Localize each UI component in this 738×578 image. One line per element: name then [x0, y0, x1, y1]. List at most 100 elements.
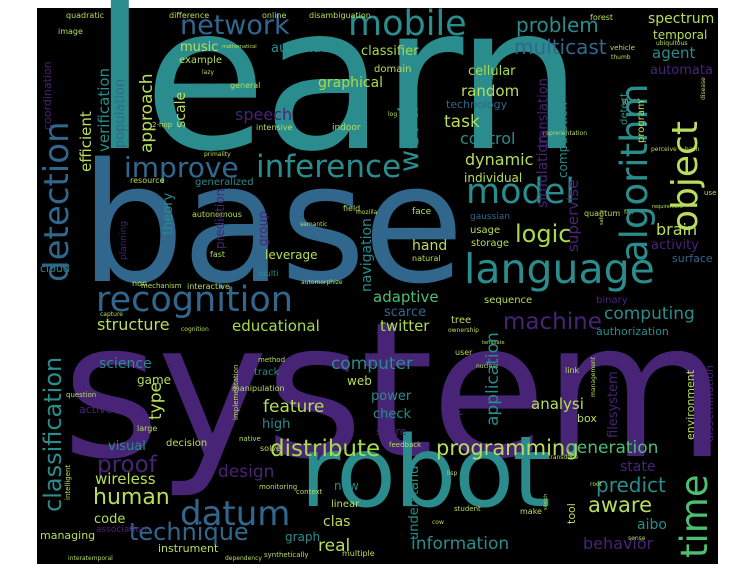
word-root: root: [590, 481, 603, 488]
word-box: box: [577, 412, 597, 425]
word-face: face: [412, 207, 432, 217]
word-music: music: [180, 40, 219, 55]
word-multiple: multiple: [342, 549, 375, 558]
word-dissemination: dissemination: [703, 365, 716, 442]
word-group: group: [256, 211, 270, 246]
word-multi: multi: [258, 269, 279, 278]
word-aibo: aibo: [637, 517, 667, 533]
word-share: share: [376, 425, 407, 438]
word-lazy: lazy: [202, 69, 215, 76]
word-hop: 2-hop: [152, 121, 173, 129]
word-speech: speech: [235, 105, 293, 124]
word-cow: cow: [432, 519, 444, 526]
word-large: large: [137, 424, 158, 433]
word-disease: disease: [700, 77, 707, 100]
word-theory: theory: [161, 192, 176, 235]
word-multicast: multicast: [514, 35, 607, 59]
word-system: system: [62, 282, 727, 501]
word-example: example: [179, 55, 223, 66]
word-feature: feature: [263, 397, 325, 417]
word-student: student: [454, 505, 481, 513]
word-hand: hand: [412, 238, 448, 254]
word-lisp: lisp: [447, 470, 458, 477]
word-make: make: [520, 507, 542, 516]
word-primality: primality: [204, 151, 231, 158]
word-representation: representation: [543, 130, 588, 137]
word-computing: computing: [604, 304, 695, 324]
word-prediction: prediction: [213, 188, 227, 249]
word-tree: tree: [451, 315, 472, 326]
word-giant: giant: [622, 97, 640, 105]
word-design: design: [218, 462, 275, 482]
word-automata: automata: [650, 63, 713, 78]
word-approach: approach: [137, 73, 157, 153]
word-efficient: efficient: [77, 111, 95, 172]
word-domain: domain: [374, 64, 412, 75]
word-understand: understand: [407, 465, 422, 540]
word-capture: capture: [100, 311, 123, 318]
word-base: base: [80, 128, 464, 320]
word-general: general: [230, 81, 261, 90]
word-programming: programming: [436, 436, 579, 460]
word-safety: safety: [599, 209, 605, 225]
word-agent: agent: [652, 44, 696, 62]
word-link: link: [565, 366, 580, 375]
word-tool: tool: [565, 503, 578, 524]
word-population: population: [113, 78, 128, 148]
word-navigation: navigation: [359, 218, 375, 292]
word-word: word: [394, 105, 425, 172]
word-storage: storage: [471, 238, 509, 249]
word-forest: forest: [590, 13, 614, 22]
word-log: log: [388, 111, 398, 118]
word-native: native: [239, 435, 261, 443]
word-user: user: [455, 348, 473, 357]
word-detect: detect: [619, 93, 630, 125]
word-interactive: interactive: [187, 282, 230, 291]
word-perceive: perceive: [651, 146, 677, 153]
word-computation: computation: [556, 102, 570, 178]
word-brain: brain: [656, 220, 698, 239]
word-requirement: requirement: [652, 204, 683, 210]
word-educational: educational: [232, 317, 320, 335]
word-semantic: semantic: [300, 221, 328, 228]
word-datum: datum: [180, 494, 291, 534]
word-dependency: dependency: [225, 555, 262, 562]
word-object: object: [665, 121, 706, 232]
word-instrument: instrument: [158, 542, 219, 555]
word-game: game: [137, 373, 172, 387]
word-resource: resource: [130, 176, 165, 185]
word-field: field: [343, 204, 361, 213]
word-hash: hash: [685, 146, 700, 153]
word-feedback: feedback: [389, 441, 422, 449]
word-wireless: wireless: [95, 470, 156, 488]
word-real: real: [318, 536, 351, 556]
word-temporal: temporal: [653, 28, 708, 42]
word-quantum: quantum: [584, 209, 621, 218]
word-mobile: mobile: [348, 4, 467, 44]
word-binary: binary: [596, 295, 628, 306]
word-language: language: [464, 245, 655, 293]
word-solve: solve: [260, 444, 281, 453]
word-cognition: cognition: [181, 326, 209, 333]
word-track: track: [254, 367, 280, 378]
word-aware: aware: [588, 493, 653, 517]
word-human: human: [93, 485, 170, 510]
word-template: template: [482, 340, 505, 346]
word-time: time: [673, 474, 716, 558]
word-fast: fast: [210, 250, 226, 259]
word-machine: machine: [503, 309, 602, 335]
word-web: web: [347, 374, 372, 388]
word-information: information: [411, 534, 510, 554]
word-transduce: transduce: [548, 454, 579, 461]
word-learn: learn: [92, 0, 583, 196]
word-question: question: [66, 391, 97, 399]
word-generation: generation: [566, 438, 659, 458]
word-task: task: [444, 112, 480, 132]
word-analysi: analysi: [531, 395, 584, 413]
word-predict: predict: [596, 473, 666, 497]
word-indoor: indoor: [332, 123, 361, 133]
word-mathematical: mathematical: [222, 44, 257, 50]
word-monitoring: monitoring: [259, 483, 298, 491]
word-model: model: [466, 172, 575, 212]
word-network: network: [180, 10, 290, 41]
